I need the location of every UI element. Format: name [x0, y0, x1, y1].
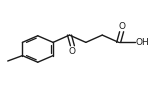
Text: OH: OH: [136, 38, 150, 47]
Text: O: O: [118, 22, 125, 31]
Text: O: O: [69, 47, 76, 56]
